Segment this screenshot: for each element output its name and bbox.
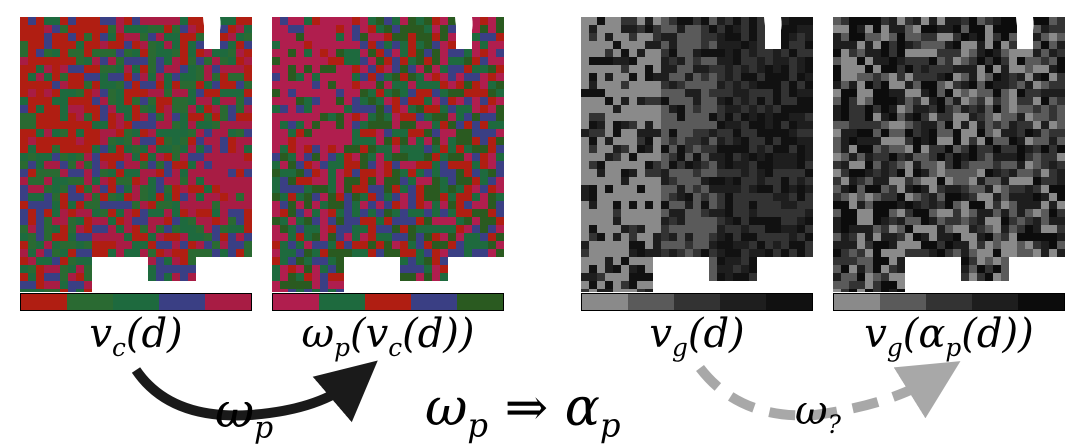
ramp-swatch [365, 294, 411, 310]
ramp-swatch [159, 294, 205, 310]
ramp-swatch [926, 294, 972, 310]
ramp-swatch [628, 294, 674, 310]
caption-vg: vg(d) [649, 311, 745, 362]
omega-p-label: ωp [215, 383, 274, 446]
omega-unknown-arrow [696, 361, 961, 421]
map-panel-vgap [833, 17, 1065, 311]
ramp-swatch [834, 294, 880, 310]
ramp-swatch [1018, 294, 1064, 310]
omega-unknown-label: ω? [795, 388, 841, 439]
lake-shape [455, 17, 473, 41]
color-ramp-wpvc [272, 293, 504, 311]
ramp-swatch [457, 294, 503, 310]
choropleth-map-vg [581, 17, 813, 292]
caption-wpvc: ωp(vc(d)) [301, 311, 475, 362]
lake-shape [203, 17, 221, 41]
color-ramp-vg [581, 293, 813, 311]
ramp-swatch [720, 294, 766, 310]
caption-vc: vc(d) [89, 311, 183, 362]
choropleth-map-vgap [833, 17, 1065, 292]
omega-p-arrow [131, 360, 378, 423]
ramp-swatch [67, 294, 113, 310]
choropleth-map-wpvc [272, 17, 504, 292]
ramp-swatch [674, 294, 720, 310]
ramp-swatch [205, 294, 251, 310]
ramp-swatch [411, 294, 457, 310]
ramp-swatch [880, 294, 926, 310]
ramp-swatch [972, 294, 1018, 310]
choropleth-map-vc [20, 17, 252, 292]
ramp-swatch [273, 294, 319, 310]
color-ramp-vc [20, 293, 252, 311]
ramp-swatch [319, 294, 365, 310]
ramp-swatch [766, 294, 812, 310]
map-panel-wpvc [272, 17, 504, 311]
ramp-swatch [582, 294, 628, 310]
caption-vgap: vg(αp(d)) [864, 311, 1034, 362]
lake-shape [1016, 17, 1034, 41]
map-panel-vg [581, 17, 813, 311]
lake-shape [764, 17, 782, 41]
ramp-swatch [21, 294, 67, 310]
implication-formula: ωp ⇒ αp [425, 378, 621, 445]
color-ramp-vgap [833, 293, 1065, 311]
map-panel-vc [20, 17, 252, 311]
ramp-swatch [113, 294, 159, 310]
